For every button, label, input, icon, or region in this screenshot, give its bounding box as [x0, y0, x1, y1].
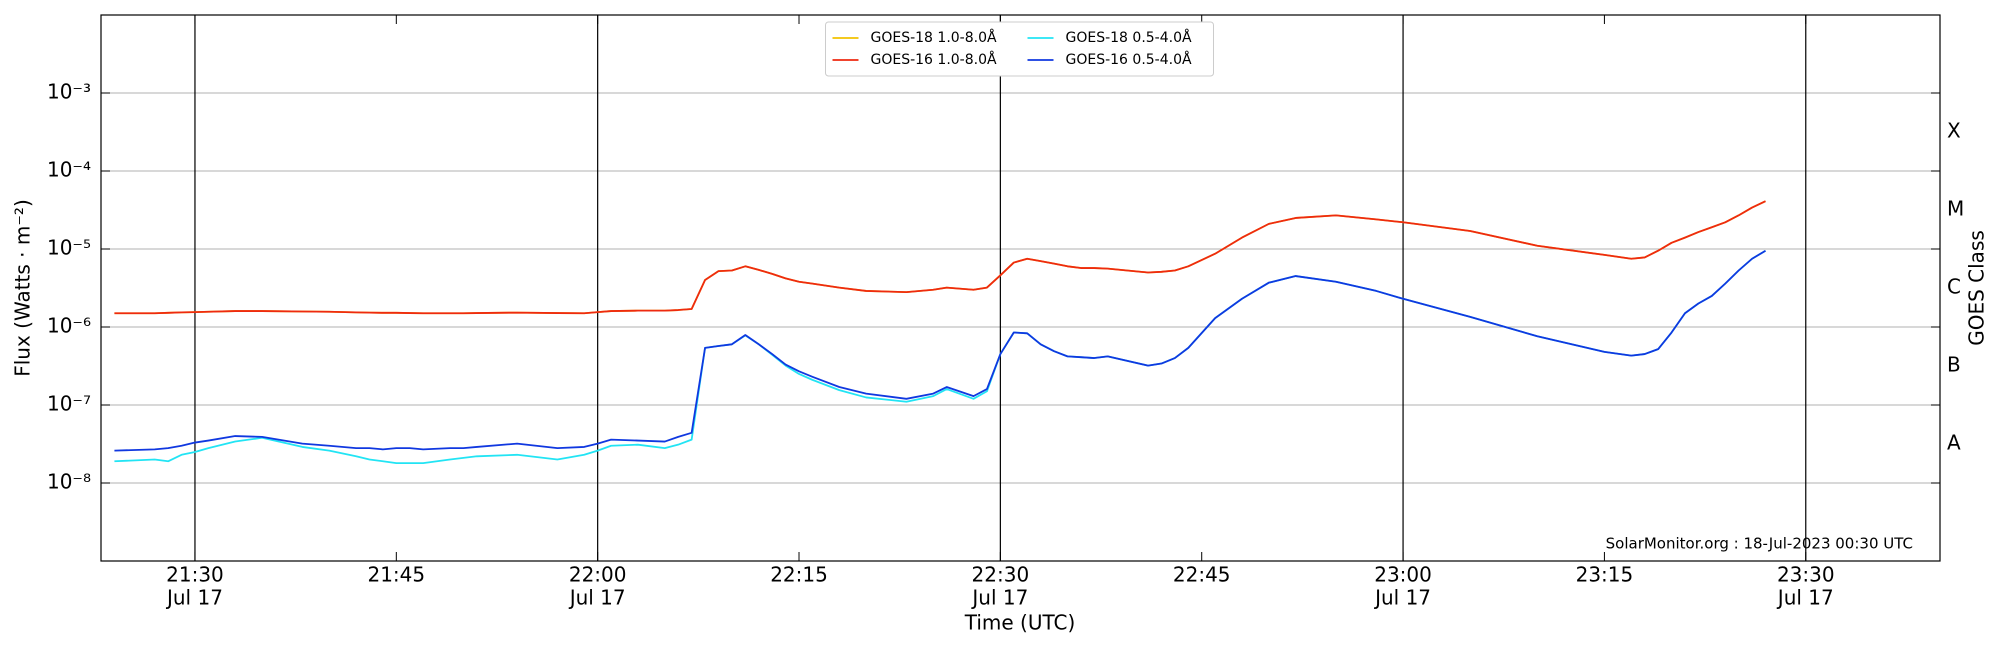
- x-axis-title: Time (UTC): [964, 611, 1076, 635]
- class-label: B: [1947, 353, 1961, 377]
- y-tick-label: 10⁻⁶: [47, 314, 91, 338]
- x-tick-label: 23:00: [1374, 563, 1432, 587]
- legend-label: GOES-18 1.0-8.0Å: [871, 29, 997, 46]
- x-tick-label: Jul 17: [568, 586, 626, 610]
- x-tick-label: 23:15: [1576, 563, 1634, 587]
- y2-axis-title: GOES Class: [1965, 230, 1989, 346]
- legend-label: GOES-16 0.5-4.0Å: [1066, 51, 1192, 68]
- annotation: SolarMonitor.org : 18-Jul-2023 00:30 UTC: [1606, 535, 1913, 553]
- x-tick-label: 22:45: [1173, 563, 1231, 587]
- x-tick-label: 21:45: [367, 563, 425, 587]
- class-label: M: [1947, 197, 1964, 221]
- plot-frame: [100, 14, 1941, 562]
- legend-label: GOES-16 1.0-8.0Å: [871, 51, 997, 68]
- y-tick-label: 10⁻⁴: [47, 158, 91, 182]
- series-line: [114, 249, 1766, 464]
- class-label: A: [1947, 431, 1961, 455]
- x-tick-label: 22:15: [770, 563, 828, 587]
- y-tick-label: 10⁻³: [47, 80, 91, 104]
- x-tick-label: Jul 17: [1776, 586, 1834, 610]
- series-line: [114, 249, 1766, 452]
- legend-label: GOES-18 0.5-4.0Å: [1066, 29, 1192, 46]
- x-tick-label: 21:30: [166, 563, 224, 587]
- series-line: [114, 200, 1766, 315]
- x-tick-label: Jul 17: [970, 586, 1028, 610]
- x-tick-label: 22:30: [972, 563, 1030, 587]
- series-line: [114, 200, 1766, 315]
- y-axis-title: Flux (Watts · m⁻²): [11, 199, 35, 377]
- y-tick-label: 10⁻⁵: [47, 236, 91, 260]
- y-tick-label: 10⁻⁸: [47, 470, 91, 494]
- class-label: C: [1947, 275, 1961, 299]
- y-tick-label: 10⁻⁷: [47, 392, 91, 416]
- x-tick-label: 22:00: [569, 563, 627, 587]
- x-tick-label: Jul 17: [165, 586, 223, 610]
- x-tick-label: Jul 17: [1373, 586, 1431, 610]
- legend-box: [825, 21, 1214, 77]
- x-tick-label: 23:30: [1777, 563, 1835, 587]
- class-label: X: [1947, 119, 1961, 143]
